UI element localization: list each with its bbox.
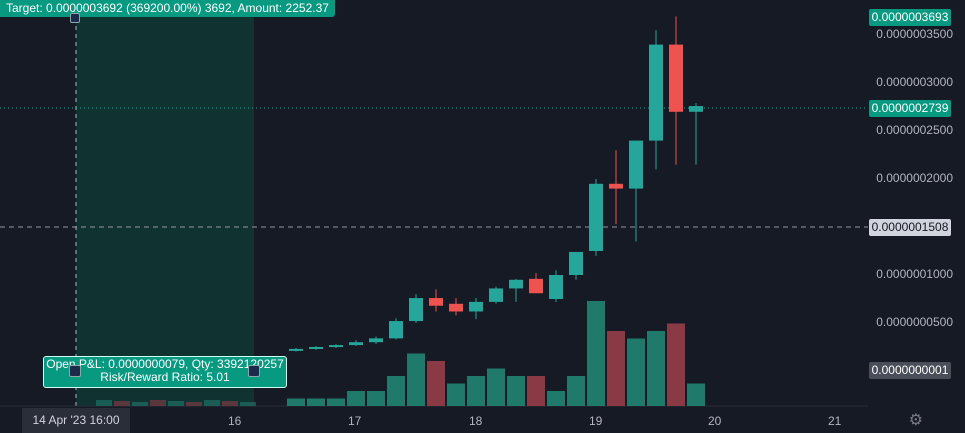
candle-body	[389, 321, 403, 339]
price-axis-label: 0.0000001000	[876, 267, 953, 281]
time-axis-label: 20	[708, 414, 722, 428]
price-axis-label: 0.0000003000	[876, 75, 953, 89]
volume-bar	[168, 401, 184, 406]
volume-bar	[427, 361, 445, 406]
time-axis-label: 18	[469, 414, 483, 428]
price-axis-label: 0.0000002000	[876, 171, 953, 185]
volume-bar	[687, 383, 705, 406]
volume-bar	[647, 331, 665, 406]
target-price-tag: 0.0000003693	[869, 9, 951, 26]
volume-bar	[667, 323, 685, 406]
candle-body	[449, 303, 463, 312]
volume-bar	[240, 402, 256, 406]
bottom-price-tag: 0.0000000001	[869, 362, 951, 379]
candle-body	[529, 278, 543, 294]
target-handle[interactable]	[70, 13, 80, 23]
profit-zone	[76, 8, 254, 406]
price-axis-label: 0.0000000500	[876, 315, 953, 329]
current-price-tag: 0.0000002739	[869, 100, 951, 117]
volume-bar	[307, 398, 325, 406]
volume-bar	[132, 402, 148, 406]
selected-date-chip: 14 Apr '23 16:00	[22, 408, 130, 433]
volume-bar	[222, 401, 238, 406]
volume-bar	[186, 402, 202, 406]
position-handle-right[interactable]	[248, 365, 260, 377]
candle-body	[329, 345, 343, 348]
target-banner: Target: 0.0000003692 (369200.00%) 3692, …	[0, 0, 335, 17]
candle-body	[689, 106, 703, 112]
time-axis-label: 21	[828, 414, 842, 428]
volume-bar	[507, 376, 525, 406]
candle-body	[549, 275, 563, 299]
candle-body	[429, 298, 443, 306]
candle-body	[289, 348, 303, 351]
time-axis-label: 17	[348, 414, 362, 428]
volume-bar	[150, 400, 166, 406]
candle-body	[489, 288, 503, 302]
volume-bar	[347, 391, 365, 406]
open-pnl-line: Open P&L: 0.0000000079, Qty: 3392120257	[46, 357, 284, 371]
volume-bar	[327, 398, 345, 406]
candle-body	[309, 347, 323, 349]
volume-bar	[114, 401, 130, 406]
volume-bar	[407, 353, 425, 406]
candle-body	[369, 338, 383, 343]
volume-bar	[447, 383, 465, 406]
volume-bars	[96, 301, 705, 406]
volume-bar	[387, 376, 405, 406]
volume-bar	[527, 376, 545, 406]
volume-bar	[367, 391, 385, 406]
candle-body	[569, 251, 583, 275]
volume-bar	[547, 391, 565, 406]
candle-body	[589, 183, 603, 251]
volume-bar	[287, 398, 305, 406]
price-axis-label: 0.0000002500	[876, 123, 953, 137]
volume-bar	[627, 338, 645, 406]
candle-body	[609, 183, 623, 189]
position-handle-left[interactable]	[69, 365, 81, 377]
settings-gear-icon[interactable]: ⚙	[908, 412, 923, 429]
entry-price-tag: 0.0000001508	[869, 219, 951, 236]
volume-bar	[607, 331, 625, 406]
time-axis-label: 16	[228, 414, 242, 428]
risk-reward-line: Risk/Reward Ratio: 5.01	[100, 370, 230, 384]
volume-bar	[567, 376, 585, 406]
candle-body	[469, 301, 483, 312]
price-axis-label: 0.0000003500	[876, 27, 953, 41]
candle-body	[629, 140, 643, 189]
time-axis-label: 19	[589, 414, 603, 428]
candle-body	[349, 342, 363, 346]
candle-body	[649, 44, 663, 141]
candle-body	[409, 298, 423, 322]
volume-bar	[204, 400, 220, 406]
candle-body	[509, 279, 523, 289]
open-pnl-box[interactable]: Open P&L: 0.0000000079, Qty: 3392120257 …	[43, 356, 287, 388]
volume-bar	[487, 368, 505, 406]
candle-body	[669, 44, 683, 112]
volume-bar	[467, 376, 485, 406]
volume-bar	[96, 400, 112, 406]
volume-bar	[587, 301, 605, 406]
candles	[289, 16, 703, 352]
